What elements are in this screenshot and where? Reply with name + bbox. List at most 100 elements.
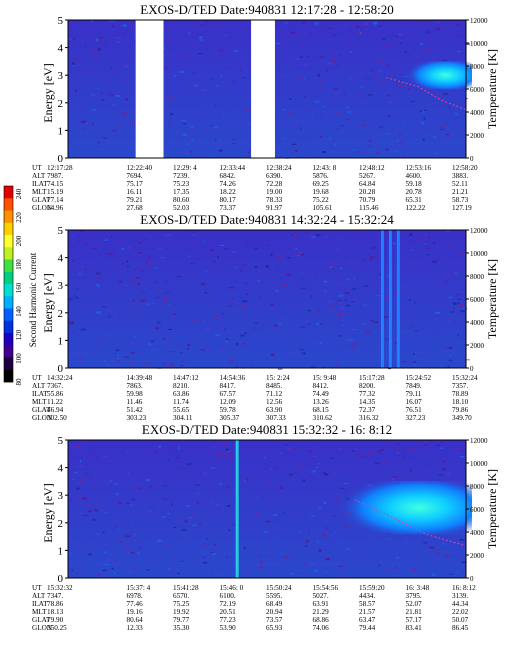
ut-row-value: 12:53:16: [406, 164, 432, 172]
ut-row-value: 63.47: [359, 616, 376, 624]
hot-plasma-region: [338, 480, 472, 535]
ut-row-value: 304.11: [173, 414, 193, 422]
ut-row-value: 50.07: [452, 616, 469, 624]
ut-row-value: 6100.: [220, 592, 236, 600]
ut-row-value: 18.22: [220, 188, 237, 196]
y-right-tick-label: 4000: [470, 319, 485, 327]
ut-row-label: ILAT: [32, 390, 48, 398]
ut-row-value: 22.02: [452, 608, 469, 616]
colorbar-swatch: [4, 308, 13, 322]
ut-row-value: 68.15: [313, 406, 330, 414]
ut-row-value: 15: 2:24: [266, 374, 290, 382]
y-tick-label: 5: [58, 225, 64, 237]
ut-row-value: 6570.: [173, 592, 189, 600]
ut-row-value: 7239.: [173, 172, 189, 180]
y-right-tick-label: 2000: [470, 132, 485, 140]
ut-row-value: 69.25: [313, 180, 330, 188]
ut-row-value: 6978.: [127, 592, 143, 600]
ut-row-value: 350.25: [47, 624, 67, 632]
ut-row-label: GLAT: [32, 406, 51, 414]
ut-row-value: 75.23: [173, 180, 190, 188]
colorbar-tick-label: 80: [15, 378, 23, 386]
y-right-tick-label: 8000: [470, 273, 485, 281]
ut-row-label: UT: [32, 584, 42, 592]
spectrogram-panel-2: EXOS-D/TED Date:940831 14:32:24 - 15:32:…: [32, 212, 499, 422]
colorbar-swatch: [4, 186, 13, 199]
ut-row-value: 7694.: [127, 172, 143, 180]
spectrogram-panel-1: EXOS-D/TED Date:940831 12:17:28 - 12:58:…: [32, 2, 499, 212]
ut-row-value: 5595.: [266, 592, 282, 600]
ut-row-value: 12:58:20: [452, 164, 478, 172]
ut-row-value: 83.41: [406, 624, 423, 632]
ut-row-label: ILAT: [32, 180, 48, 188]
ut-row-value: 8412.: [313, 382, 329, 390]
ut-row-value: 12:29: 4: [173, 164, 197, 172]
colorbar-tick-label: 220: [15, 212, 23, 223]
ut-row-value: 12:22:40: [127, 164, 153, 172]
ut-row-value: 73.37: [220, 204, 237, 212]
colorbar-tick-label: 180: [15, 259, 23, 270]
ut-row-value: 77.14: [47, 196, 64, 204]
y-tick-label: 3: [58, 70, 64, 82]
colorbar-swatch: [4, 222, 13, 236]
ut-row-value: 19.00: [266, 188, 283, 196]
ut-row-value: 80.64: [127, 616, 144, 624]
ut-row-value: 75.17: [127, 180, 144, 188]
y-right-tick-label: 10000: [470, 250, 488, 258]
ut-row-value: 6390.: [266, 172, 282, 180]
ut-row-value: 14:47:12: [173, 374, 199, 382]
y-right-tick-label: 10000: [470, 40, 488, 48]
ut-row-value: 73.57: [266, 616, 283, 624]
ut-row-value: 68.86: [313, 616, 330, 624]
y-tick-label: 1: [58, 125, 64, 137]
colorbar-swatch: [4, 284, 13, 297]
ut-row-value: 75.22: [313, 196, 330, 204]
y-tick-label: 3: [58, 280, 64, 292]
ut-row-value: 15:50:24: [266, 584, 292, 592]
ut-row-value: 8485.: [266, 382, 282, 390]
colorbar-swatch: [4, 333, 13, 346]
ut-row-value: 316.32: [359, 414, 379, 422]
ut-row-value: 3795.: [406, 592, 422, 600]
ut-row-value: 78.86: [47, 600, 64, 608]
y-right-tick-label: 2000: [470, 342, 485, 350]
colorbar-swatch: [4, 357, 13, 371]
y-tick-label: 2: [58, 98, 64, 110]
ut-row-value: 53.90: [220, 624, 237, 632]
ut-row-label: MLT: [32, 188, 47, 196]
ut-row-value: 12.09: [220, 398, 237, 406]
ut-row-value: 12:38:24: [266, 164, 292, 172]
ut-row-value: 52.07: [406, 600, 423, 608]
colorbar-swatch: [4, 210, 13, 224]
ut-row-value: 18.13: [47, 608, 64, 616]
ut-row-value: 14:32:24: [47, 374, 73, 382]
ut-row-value: 17.35: [173, 188, 190, 196]
ut-row-label: UT: [32, 374, 42, 382]
y-tick-label: 1: [58, 545, 64, 557]
ut-row-value: 77.46: [127, 600, 144, 608]
y-right-tick-label: 2000: [470, 552, 485, 560]
ut-row-value: 51.42: [127, 406, 144, 414]
ut-row-value: 12:48:12: [359, 164, 385, 172]
y-tick-label: 5: [58, 435, 64, 447]
ut-row-value: 12.33: [127, 624, 144, 632]
ut-row-value: 16: 8:12: [452, 584, 476, 592]
ut-row-value: 327.23: [406, 414, 426, 422]
ut-row-value: 20.51: [220, 608, 237, 616]
ut-row-value: 68.49: [266, 600, 283, 608]
ut-row-value: 7357.: [452, 382, 468, 390]
ut-row-value: 7987.: [47, 172, 63, 180]
ut-row-value: 74.26: [220, 180, 237, 188]
ut-row-value: 63.91: [313, 600, 330, 608]
ut-row-value: 72.28: [266, 180, 283, 188]
data-gap-2: [251, 19, 275, 159]
colorbar-tick-label: 160: [15, 282, 23, 293]
y-tick-label: 2: [58, 308, 64, 320]
ut-row-value: 18.10: [452, 398, 469, 406]
ut-row-value: 79.90: [47, 616, 64, 624]
colorbar-swatch: [4, 320, 13, 334]
ut-row-value: 8200.: [359, 382, 375, 390]
ut-row-label: MLT: [32, 608, 47, 616]
ut-row-value: 52.03: [173, 204, 190, 212]
